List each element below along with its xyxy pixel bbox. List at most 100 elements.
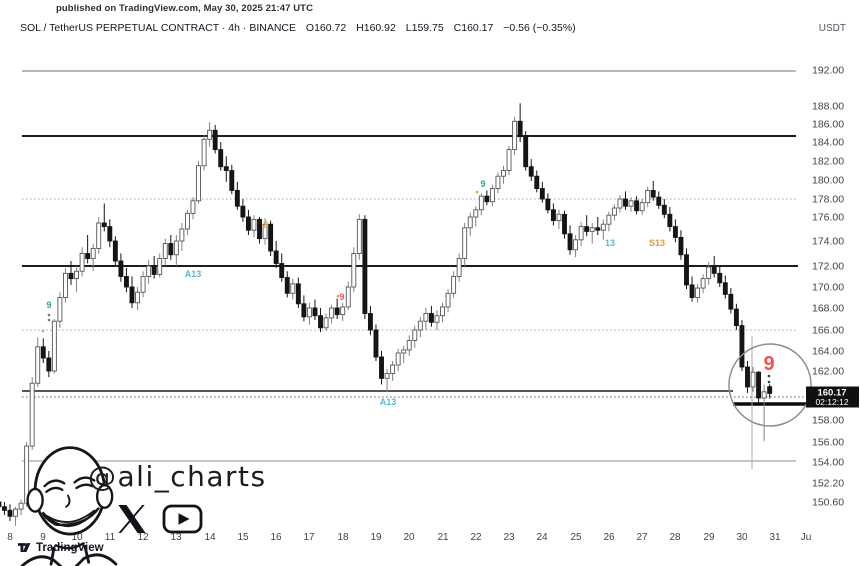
price-tick-label[interactable]: 152.20 (812, 478, 844, 490)
price-tick-label[interactable]: 162.00 (812, 366, 844, 378)
price-tick-label[interactable]: 184.00 (812, 137, 844, 149)
price-tick-label[interactable]: 158.00 (812, 415, 844, 427)
candle-body (478, 195, 484, 211)
ohlc-close: C160.17 (453, 22, 494, 34)
candle-body (329, 307, 335, 319)
candle-body (417, 320, 423, 331)
time-tick-label[interactable]: 16 (270, 532, 282, 543)
candle-body (550, 209, 556, 222)
time-tick-label[interactable]: 10 (71, 532, 83, 543)
price-tick-label[interactable]: 182.00 (812, 156, 844, 168)
td-dot (767, 374, 771, 378)
price-tick-label[interactable]: 172.00 (812, 261, 844, 273)
time-tick-label[interactable]: 22 (470, 532, 482, 543)
time-tick-label[interactable]: 30 (736, 532, 748, 543)
candle-body (251, 218, 257, 231)
candle-body (634, 200, 640, 212)
time-tick-label[interactable]: 18 (337, 532, 349, 543)
candle-body (35, 346, 41, 384)
price-tick-label[interactable]: 188.00 (812, 101, 844, 113)
candle-body (434, 315, 440, 323)
time-tick-label[interactable]: 9 (40, 532, 46, 543)
td-count-marker: 9 (339, 292, 344, 302)
price-tick-label[interactable]: 164.00 (812, 346, 844, 358)
price-tick-label[interactable]: 180.00 (812, 175, 844, 187)
time-tick-label[interactable]: 27 (636, 532, 648, 543)
price-tick-label[interactable]: 168.00 (812, 303, 844, 315)
price-tick-label[interactable]: 178.00 (812, 194, 844, 206)
time-tick-label[interactable]: 11 (105, 532, 116, 543)
candle-body (473, 209, 479, 218)
candle-body (501, 170, 506, 177)
time-tick-label[interactable]: 13 (170, 532, 182, 543)
time-tick-label[interactable]: 17 (303, 532, 315, 543)
candle-body (706, 266, 712, 280)
price-tick-label[interactable]: 154.00 (812, 457, 844, 469)
candle-body (151, 265, 157, 275)
price-tick-label[interactable]: 186.00 (812, 119, 844, 131)
candle-body (135, 291, 140, 304)
candle-body (556, 213, 562, 222)
time-tick-label[interactable]: 21 (437, 532, 449, 543)
ohlc-low: L159.75 (405, 22, 444, 34)
price-tick-label[interactable]: 176.00 (812, 212, 844, 224)
candle-body (334, 307, 340, 316)
candle-body (279, 263, 285, 279)
candle-body (18, 502, 24, 510)
time-tick-label[interactable]: 14 (204, 532, 216, 543)
candle-body (456, 258, 462, 277)
candle-body (384, 373, 390, 379)
candle-body (229, 170, 235, 191)
candle-body (240, 205, 246, 218)
price-tick-label[interactable]: 156.00 (812, 437, 844, 449)
candle-body (733, 308, 739, 327)
td-count-marker: 9 (763, 353, 774, 375)
price-tick-label[interactable]: 192.00 (812, 65, 844, 77)
candle-body (184, 212, 190, 230)
candle-body (606, 214, 612, 225)
symbol-title[interactable]: SOL / TetherUS PERPETUAL CONTRACT · 4h ·… (20, 22, 296, 34)
candle-body (146, 265, 152, 277)
price-tick-label[interactable]: 166.00 (812, 325, 844, 337)
tradingview-logo-icon (18, 543, 31, 553)
time-tick-label[interactable]: 12 (137, 532, 149, 543)
candle-body (118, 260, 124, 277)
time-tick-label[interactable]: 28 (669, 532, 681, 543)
time-tick-label[interactable]: 29 (703, 532, 715, 543)
time-tick-label[interactable]: 26 (603, 532, 615, 543)
time-tick-label[interactable]: 24 (536, 532, 548, 543)
candle-body (578, 226, 584, 241)
time-tick-label[interactable]: 8 (7, 532, 13, 543)
time-tick-label[interactable]: Ju (801, 532, 812, 543)
highlight-circle (728, 343, 812, 427)
time-tick-label[interactable]: 15 (237, 532, 249, 543)
candle-body (467, 216, 473, 229)
time-tick-label[interactable]: 20 (403, 532, 415, 543)
candle-body (379, 356, 384, 379)
candle-body (689, 284, 695, 298)
td-count-marker: 9 (480, 179, 485, 189)
candle-body (528, 166, 534, 177)
price-tick-label[interactable]: 174.00 (812, 236, 844, 248)
chart-legend[interactable]: SOL / TetherUS PERPETUAL CONTRACT · 4h ·… (20, 22, 583, 34)
price-change: −0.56 (−0.35%) (503, 22, 576, 34)
price-tick-label[interactable]: 150.60 (812, 497, 844, 509)
candle-body (74, 270, 79, 280)
candle-body (201, 138, 207, 167)
candle-body (489, 188, 495, 203)
candle-body (617, 198, 623, 209)
candle-body (495, 175, 501, 189)
tradingview-attribution[interactable]: TradingView (18, 541, 104, 554)
candle-body (190, 200, 196, 214)
candle-body (367, 313, 373, 331)
td-dot (41, 329, 45, 333)
candle-body (290, 283, 296, 294)
price-tick-label[interactable]: 170.00 (812, 282, 844, 294)
time-tick-label[interactable]: 25 (570, 532, 582, 543)
time-tick-label[interactable]: 31 (769, 532, 781, 543)
candle-body (179, 228, 185, 242)
published-caption: published on TradingView.com, May 30, 20… (56, 3, 314, 14)
time-tick-label[interactable]: 19 (370, 532, 382, 543)
time-tick-label[interactable]: 23 (503, 532, 515, 543)
